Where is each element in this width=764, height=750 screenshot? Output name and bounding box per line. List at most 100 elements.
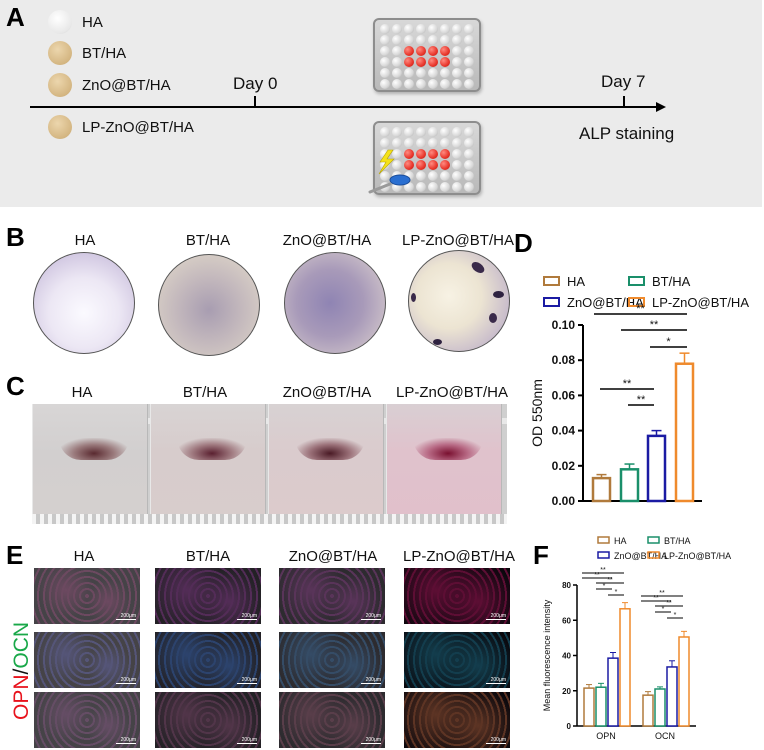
timeline-axis [30,106,660,108]
micrograph-lp-zno-bt-ha-row3: 200μm [404,692,510,748]
micrograph-ha-row2: 200μm [34,632,140,688]
well [404,149,415,159]
well [380,127,391,137]
scale-bar [361,683,381,684]
scale-bar-label: 200μm [365,613,381,619]
y-tick-label: 0 [567,722,572,731]
x-tick-label: OCN [655,731,675,741]
alp-stain-dish-lp-zno-bt-ha [408,250,510,352]
x-tick-label: OPN [596,731,616,741]
well [416,46,427,56]
bar-ocn-ha [642,694,654,727]
panel-letter-b: B [6,222,25,252]
material-label: LP-ZnO@BT/HA [82,119,194,136]
well [451,79,462,89]
panel-letter-f: F [533,540,549,570]
panel-letter-c: C [6,371,25,401]
micrograph-zno-bt-ha-row2: 200μm [279,632,385,688]
well [463,79,474,89]
day0-tick [254,96,256,106]
well [451,127,462,137]
scale-bar-label: 200μm [490,613,506,619]
bar-ocn-lp-zno-bt-ha [678,636,690,727]
well [392,127,403,137]
y-tick-label: 0.10 [552,318,576,332]
legend-label: ZnO@BT/HA [614,551,667,561]
well [380,79,391,89]
panel-letter-a: A [6,2,25,32]
well [427,24,438,34]
alp-stain-dish-zno-bt-ha [284,252,386,354]
well [463,68,474,78]
well [451,57,462,67]
well [451,24,462,34]
well [380,68,391,78]
well [451,160,462,170]
legend-label: HA [567,274,585,289]
significance-marker: ** [653,595,659,602]
panel-a-schematic: A HA BT/HA ZnO@BT/HA LP-ZnO@BT/HA Day 0 … [0,0,762,207]
material-label: HA [82,14,103,31]
scale-bar [486,683,506,684]
well [404,171,415,181]
well [392,46,403,56]
significance-marker: ** [594,572,600,579]
bar-opn-ha [583,687,595,727]
well [463,127,474,137]
scale-bar-label: 200μm [365,677,381,683]
scale-bar-label: 200μm [490,677,506,683]
well [380,46,391,56]
bar-ha [591,476,612,503]
well [416,160,427,170]
legend-label: BT/HA [664,536,691,546]
scale-bar [237,619,257,620]
well [463,57,474,67]
well [427,149,438,159]
if-col-label-ha: HA [73,548,95,565]
scale-bar [237,683,257,684]
cuvette-label-ha: HA [71,384,93,401]
significance-marker: ** [659,590,665,597]
micrograph-bt-ha-row1: 200μm [155,568,261,624]
well [416,57,427,67]
significance-marker: * [603,583,606,590]
micrograph-ha-row3: 200μm [34,692,140,748]
well [439,127,450,137]
well [427,138,438,148]
well [463,160,474,170]
well [416,149,427,159]
well [463,171,474,181]
well [392,138,403,148]
dish-label-lp-zno-bt-ha: LP-ZnO@BT/HA [402,232,514,249]
scale-bar [361,743,381,744]
well [463,24,474,34]
well [451,182,462,192]
disc-ha-icon [48,10,72,34]
micrograph-zno-bt-ha-row3: 200μm [279,692,385,748]
cuvette-label-bt-ha: BT/HA [182,384,228,401]
y-tick-label: 0.00 [552,494,576,508]
well [439,171,450,181]
micrograph-bt-ha-row2: 200μm [155,632,261,688]
dish-label-ha: HA [74,232,96,249]
bar-opn-lp-zno-bt-ha [619,608,631,727]
bar-ocn-zno-bt-ha [666,666,678,727]
well [404,35,415,45]
significance-marker: ** [636,303,645,315]
well [427,79,438,89]
well [451,46,462,56]
micrograph-bt-ha-row3: 200μm [155,692,261,748]
well [427,160,438,170]
cuvette-bt-ha [150,404,266,524]
well [380,138,391,148]
well [427,182,438,192]
significance-marker: ** [600,567,606,574]
alp-stain-dish-ha [33,252,135,354]
significance-marker: ** [666,600,672,607]
scale-bar [116,683,136,684]
well [439,138,450,148]
y-tick-label: 0.02 [552,459,576,473]
well [404,127,415,137]
day7-label: Day 7 [601,72,646,91]
well [416,68,427,78]
